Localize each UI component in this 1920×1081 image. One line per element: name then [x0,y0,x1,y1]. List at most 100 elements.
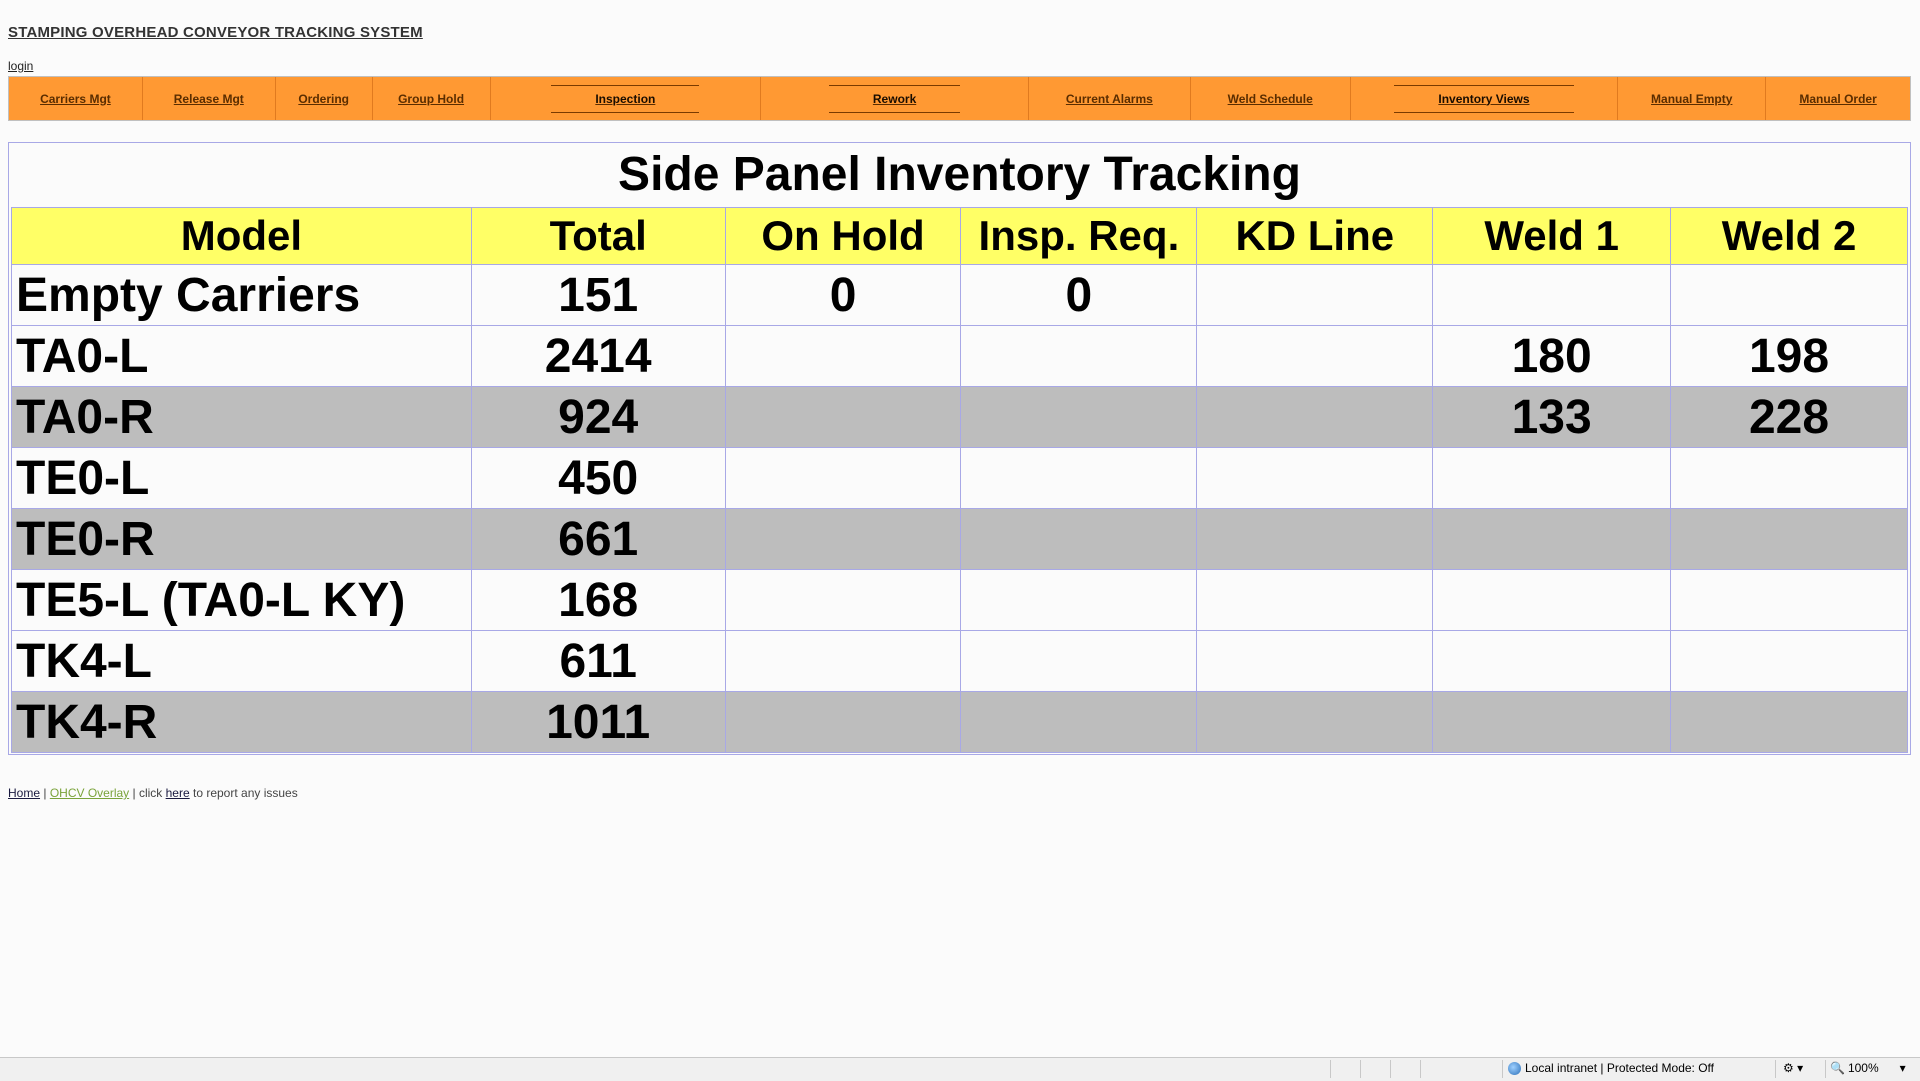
cell-insp-req [960,447,1198,509]
table-row: TE5-L (TA0-L KY) 168 [11,569,1908,631]
cell-weld-2: 228 [1670,386,1908,448]
nav-inspection[interactable]: Inspection [491,77,762,120]
cell-insp-req [960,508,1198,570]
table-row: TA0-R 924 133 228 [11,386,1908,448]
cell-weld-1: 180 [1432,325,1672,387]
col-header-on-hold: On Hold [724,207,962,265]
cell-weld-2 [1670,447,1908,509]
cell-insp-req [960,386,1198,448]
nav-inspection-label: Inspection [551,84,700,113]
col-header-total: Total [470,207,726,265]
security-zone[interactable]: Local intranet | Protected Mode: Off [1508,1061,1714,1075]
col-header-kd-line: KD Line [1196,207,1434,265]
cell-total: 168 [470,569,726,631]
cell-on-hold: 0 [724,264,962,326]
cell-weld-2 [1670,691,1908,753]
zoom-control[interactable]: 🔍 100% ▾ [1830,1061,1906,1075]
cell-insp-req [960,569,1198,631]
nav-rework-label: Rework [828,84,961,113]
cell-weld-2 [1670,569,1908,631]
nav-group-hold[interactable]: Group Hold [373,77,491,120]
nav-manual-empty[interactable]: Manual Empty [1618,77,1767,120]
protected-mode-dropdown[interactable]: ⚙ ▾ [1783,1061,1803,1075]
cell-model: TE0-R [11,508,472,570]
cell-on-hold [724,630,962,692]
cell-kd-line [1196,264,1434,326]
table-row: Empty Carriers 151 0 0 [11,264,1908,326]
cell-weld-2 [1670,264,1908,326]
main-nav: Carriers Mgt Release Mgt Ordering Group … [8,76,1911,121]
status-divider [1775,1060,1776,1078]
cell-model: TA0-R [11,386,472,448]
magnifier-icon: 🔍 [1830,1061,1845,1075]
cell-kd-line [1196,508,1434,570]
cell-kd-line [1196,569,1434,631]
inventory-panel: Side Panel Inventory Tracking Model Tota… [8,142,1911,755]
nav-manual-order[interactable]: Manual Order [1799,91,1877,106]
cell-weld-1 [1432,691,1672,753]
footer-separator: | [40,786,50,800]
login-link[interactable]: login [8,59,34,73]
table-row: TE0-R 661 [11,508,1908,570]
status-divider [1825,1060,1826,1078]
zoom-level: 100% [1847,1061,1879,1075]
cell-insp-req: 0 [960,264,1198,326]
cell-total: 1011 [470,691,726,753]
cell-total: 661 [470,508,726,570]
cell-weld-1 [1432,447,1672,509]
table-row: TK4-L 611 [11,630,1908,692]
cell-weld-1 [1432,569,1672,631]
cell-kd-line [1196,447,1434,509]
status-divider [1502,1060,1503,1078]
chevron-down-icon: ▾ [1797,1061,1804,1075]
table-header-row: Model Total On Hold Insp. Req. KD Line W… [11,207,1908,265]
cell-on-hold [724,508,962,570]
cell-model: TE5-L (TA0-L KY) [11,569,472,631]
cell-weld-1 [1432,630,1672,692]
table-row: TK4-R 1011 [11,691,1908,753]
home-link[interactable]: Home [8,786,41,800]
status-divider [1420,1060,1421,1078]
cell-kd-line [1196,691,1434,753]
page-title: Side Panel Inventory Tracking [618,148,1301,201]
browser-status-bar: Local intranet | Protected Mode: Off ⚙ ▾… [0,1057,1920,1081]
cell-total: 450 [470,447,726,509]
table-row: TA0-L 2414 180 198 [11,325,1908,387]
nav-current-alarms[interactable]: Current Alarms [1029,77,1191,120]
col-header-insp-req: Insp. Req. [960,207,1198,265]
nav-release-mgt[interactable]: Release Mgt [143,77,276,120]
cell-insp-req [960,630,1198,692]
nav-rework[interactable]: Rework [761,77,1029,120]
ohcv-overlay-link[interactable]: OHCV Overlay [49,786,130,800]
nav-weld-schedule[interactable]: Weld Schedule [1191,77,1351,120]
cell-kd-line [1196,630,1434,692]
nav-ordering[interactable]: Ordering [276,77,373,120]
cell-kd-line [1196,325,1434,387]
nav-carriers-mgt[interactable]: Carriers Mgt [9,77,143,120]
status-divider [1360,1060,1361,1078]
nav-inventory-views-label: Inventory Views [1394,84,1574,113]
cell-model: TK4-L [11,630,472,692]
cell-weld-2: 198 [1670,325,1908,387]
cell-weld-1 [1432,264,1672,326]
report-here-link[interactable]: here [165,786,190,800]
cell-model: Empty Carriers [11,264,472,326]
cell-model: TA0-L [11,325,472,387]
cell-on-hold [724,447,962,509]
status-divider [1330,1060,1331,1078]
globe-icon [1508,1061,1521,1075]
status-divider [1390,1060,1391,1078]
cell-on-hold [724,386,962,448]
shield-icon: ⚙ [1783,1061,1794,1075]
cell-weld-1 [1432,508,1672,570]
cell-insp-req [960,691,1198,753]
col-header-weld-1: Weld 1 [1432,207,1672,265]
cell-on-hold [724,569,962,631]
nav-inventory-views[interactable]: Inventory Views [1351,77,1619,120]
cell-on-hold [724,325,962,387]
footer-click-text: | click [129,786,166,800]
cell-total: 611 [470,630,726,692]
cell-total: 924 [470,386,726,448]
cell-total: 2414 [470,325,726,387]
footer-report-text: to report any issues [189,786,298,800]
